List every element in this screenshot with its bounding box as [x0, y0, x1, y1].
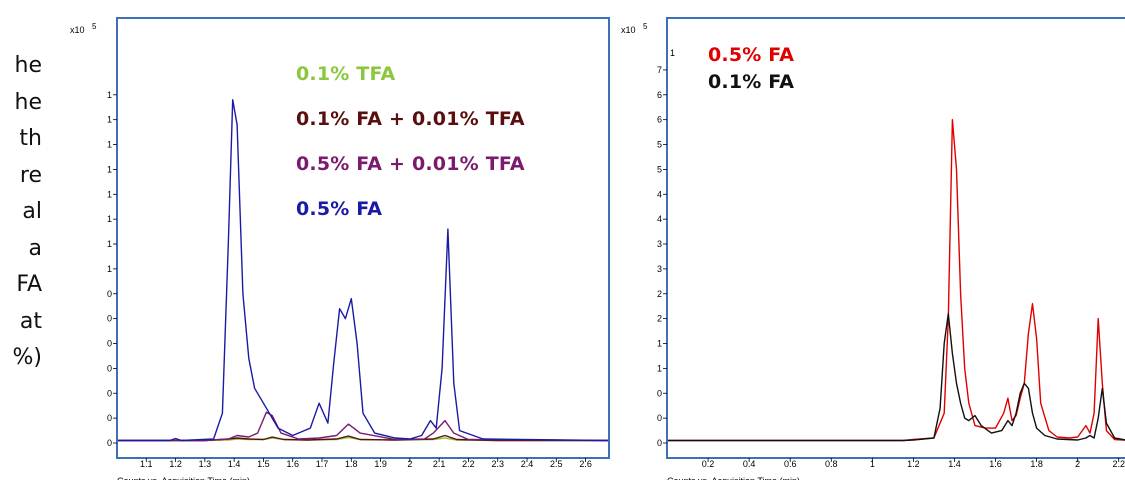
y-tick-label: 0: [107, 314, 112, 324]
y-tick-label: 3: [657, 239, 662, 249]
y-tick-label: 7: [657, 65, 662, 75]
y-tick-label: 0: [657, 438, 662, 448]
y-tick-label: 5: [657, 164, 662, 174]
x-axis-label: Counts vs. Acquisition Time (min): [667, 476, 800, 480]
x-tick-label: 1.1: [140, 459, 153, 469]
x-tick-label: 2.1: [433, 459, 446, 469]
x-tick-label: 1: [870, 459, 875, 469]
plot-frame: [116, 17, 610, 459]
x-tick-label: 0.2: [702, 459, 715, 469]
paragraph-line: al: [22, 199, 42, 224]
x-tick-label: 2.2: [462, 459, 475, 469]
y-tick-label: 1: [107, 140, 112, 150]
y-tick-label: 1: [107, 90, 112, 100]
legend-entry: 0.1% TFA: [296, 63, 396, 85]
x-tick-label: 1.8: [345, 459, 358, 469]
series-line-0: [668, 119, 1125, 442]
x-tick-label: 0.8: [825, 459, 838, 469]
x-tick-label: 0.4: [743, 459, 756, 469]
x-tick-label: 0.6: [784, 459, 797, 469]
paragraph-line: th: [19, 126, 42, 151]
y-tick-label: 0: [107, 388, 112, 398]
legend-entry: 0.1% FA: [708, 71, 795, 93]
x-tick-label: 2: [407, 459, 412, 469]
y-tick-label: 0: [107, 289, 112, 299]
y-tick-label-top: 1: [670, 48, 675, 58]
y-tick-label: 0: [657, 388, 662, 398]
y-tick-label: 0: [657, 413, 662, 423]
x-tick-label: 1.6: [286, 459, 299, 469]
x-tick-label: 2.6: [579, 459, 592, 469]
y-tick-label: 6: [657, 115, 662, 125]
x-tick-label: 1.3: [199, 459, 212, 469]
x-tick-label: 1.2: [169, 459, 182, 469]
x-tick-label: 1.2: [907, 459, 920, 469]
x-tick-label: 1.7: [316, 459, 329, 469]
y-tick-label: 1: [657, 339, 662, 349]
series-line-2: [118, 411, 608, 442]
y-tick-label: 2: [657, 289, 662, 299]
plot-frame: [666, 17, 1125, 459]
y-tick-label: 1: [107, 239, 112, 249]
paragraph-line: at: [19, 308, 42, 334]
y-tick-label: 1: [657, 363, 662, 373]
x-tick-label: 2.3: [491, 459, 504, 469]
y-tick-label: 4: [657, 189, 662, 199]
legend-entry: 0.5% FA: [296, 198, 383, 220]
y-exponent-superscript: 5: [643, 22, 648, 31]
legend-entry: 0.5% FA + 0.01% TFA: [296, 153, 525, 175]
y-tick-label: 5: [657, 140, 662, 150]
y-tick-label: 0: [107, 413, 112, 423]
cropped-paragraph-text: he he th re al a FA at %): [0, 48, 43, 377]
paragraph-line: re: [19, 162, 42, 188]
series-line-1: [668, 313, 1125, 442]
y-exponent-label: x10: [621, 25, 636, 35]
paragraph-line: he: [14, 89, 42, 115]
paragraph-line: FA: [16, 272, 42, 297]
legend-entry: 0.5% FA: [708, 44, 795, 66]
legend-entry: 0.1% FA + 0.01% TFA: [296, 108, 525, 130]
series-line-1: [118, 434, 608, 442]
y-tick-label: 1: [107, 115, 112, 125]
y-tick-label: 3: [657, 264, 662, 274]
x-tick-label: 1.4: [228, 459, 241, 469]
paragraph-line: he: [14, 53, 42, 78]
series-line-3: [118, 99, 608, 442]
y-tick-label: 0: [107, 438, 112, 448]
paragraph-line: a: [28, 235, 42, 261]
y-tick-label: 1: [107, 164, 112, 174]
y-tick-label: 4: [657, 214, 662, 224]
y-tick-label: 6: [657, 90, 662, 100]
y-tick-label: 1: [107, 189, 112, 199]
x-tick-label: 1.6: [989, 459, 1002, 469]
x-tick-label: 1.8: [1030, 459, 1043, 469]
x-tick-label: 2: [1075, 459, 1080, 469]
y-exponent-label: x10: [70, 25, 85, 35]
x-tick-label: 2.5: [550, 459, 563, 469]
x-tick-label: 1.9: [374, 459, 387, 469]
y-tick-label: 0: [107, 339, 112, 349]
x-tick-label: 2.2: [1112, 459, 1125, 469]
x-tick-label: 1.5: [257, 459, 270, 469]
y-tick-label: 1: [107, 214, 112, 224]
y-tick-label: 0: [107, 363, 112, 373]
x-tick-label: 1.4: [948, 459, 961, 469]
y-tick-label: 2: [657, 314, 662, 324]
y-exponent-superscript: 5: [92, 22, 97, 31]
x-axis-label: Counts vs. Acquisition Time (min): [117, 476, 250, 480]
paragraph-line: %): [12, 345, 43, 370]
x-tick-label: 2.4: [521, 459, 534, 469]
y-tick-label: 1: [107, 264, 112, 274]
